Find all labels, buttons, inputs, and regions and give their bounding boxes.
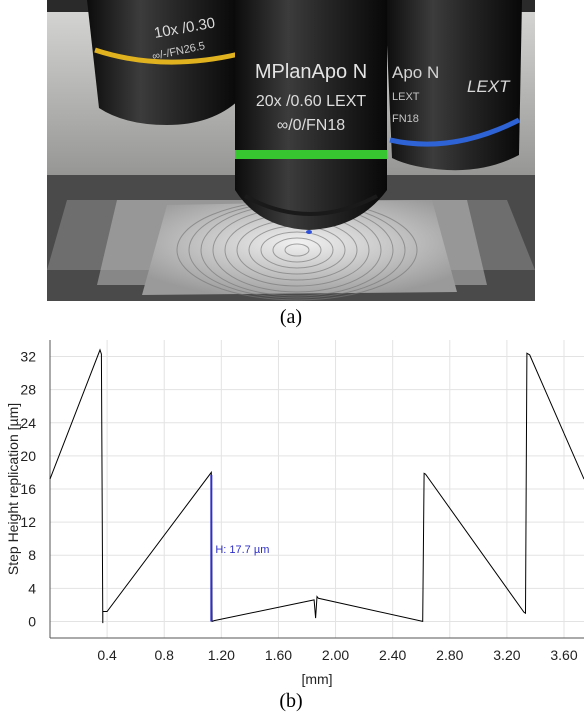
objective-right-brand: LEXT [467,77,511,96]
series-line [49,348,584,624]
x-tick-label: 3.20 [493,647,520,663]
x-tick-label: 3.60 [550,647,577,663]
caption-a: (a) [279,306,303,328]
x-tick-label: 0.4 [97,647,117,663]
y-tick-label: 16 [20,481,36,497]
step-height-chart: 0.4 0.8 1.20 1.60 2.00 2.40 2.80 3.20 3.60 0 4 8 12… [5,340,584,687]
x-tick-label: 2.80 [436,647,463,663]
chart-series [49,348,584,624]
objective-left: 10x /0.30 ∞/-/FN26.5 [87,0,240,125]
objective-center: MPlanApo N 20x /0.60 LEXT ∞/0/FN18 [235,0,387,234]
objective-right-line2: LEXT [392,91,420,103]
chart-annotation: H: 17.7 µm [210,474,269,622]
chart-grid [50,340,584,638]
y-tick-label: 0 [28,613,36,629]
x-axis-ticks: 0.4 0.8 1.20 1.60 2.00 2.40 2.80 3.20 3.60 [97,647,577,663]
y-tick-label: 28 [20,382,36,398]
x-tick-label: 2.40 [379,647,406,663]
y-tick-label: 32 [20,349,36,365]
y-tick-label: 20 [20,448,36,464]
y-axis-label: Step Height replication [µm] [5,403,21,575]
caption-b: (b) [279,690,303,712]
objective-center-line1: MPlanApo N [255,61,367,83]
y-tick-label: 12 [20,514,36,530]
objective-center-line2: 20x /0.60 LEXT [256,93,367,110]
objective-right-line1: Apo N [392,63,439,82]
x-axis-label: [mm] [301,671,332,687]
y-tick-label: 4 [28,580,36,596]
annotation-label: H: 17.7 µm [215,544,269,556]
y-tick-label: 24 [20,415,36,431]
x-tick-label: 1.20 [208,647,235,663]
x-tick-label: 1.60 [265,647,292,663]
chart-axes [49,340,584,639]
y-tick-label: 8 [28,547,36,563]
objective-right-line3: FN18 [392,113,419,125]
objective-center-line3: ∞/0/FN18 [277,117,345,134]
objective-right: Apo N LEXT FN18 LEXT [385,0,522,171]
x-tick-label: 0.8 [154,647,174,663]
y-axis-ticks: 0 4 8 12 16 20 24 28 32 [20,349,36,630]
x-tick-label: 2.00 [322,647,349,663]
microscope-photo: 10x /0.30 ∞/-/FN26.5 Apo N LEXT FN18 LEX… [47,0,535,301]
